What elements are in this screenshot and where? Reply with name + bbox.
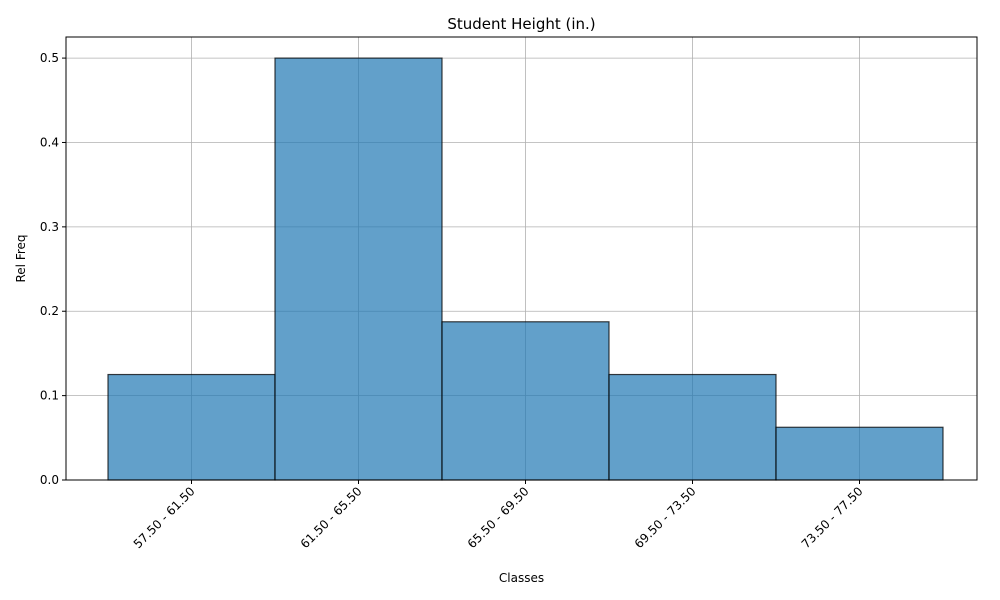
histogram-bar	[274, 57, 443, 481]
chart-title: Student Height (in.)	[447, 15, 595, 33]
y-tick-label: 0.3	[40, 220, 59, 234]
bars	[107, 57, 944, 481]
histogram-bar	[608, 373, 777, 481]
y-axis-label: Rel Freq	[14, 234, 28, 282]
histogram-bar	[441, 321, 610, 481]
y-tick-label: 0.0	[40, 473, 59, 487]
histogram-bar	[107, 373, 276, 481]
y-tick-label: 0.1	[40, 389, 59, 403]
plot-frame	[65, 36, 978, 481]
y-tick-label: 0.4	[40, 135, 59, 149]
histogram-bar	[775, 426, 944, 481]
y-tick-label: 0.2	[40, 304, 59, 318]
x-axis-label: Classes	[499, 571, 544, 585]
y-tick-label: 0.5	[40, 51, 59, 65]
